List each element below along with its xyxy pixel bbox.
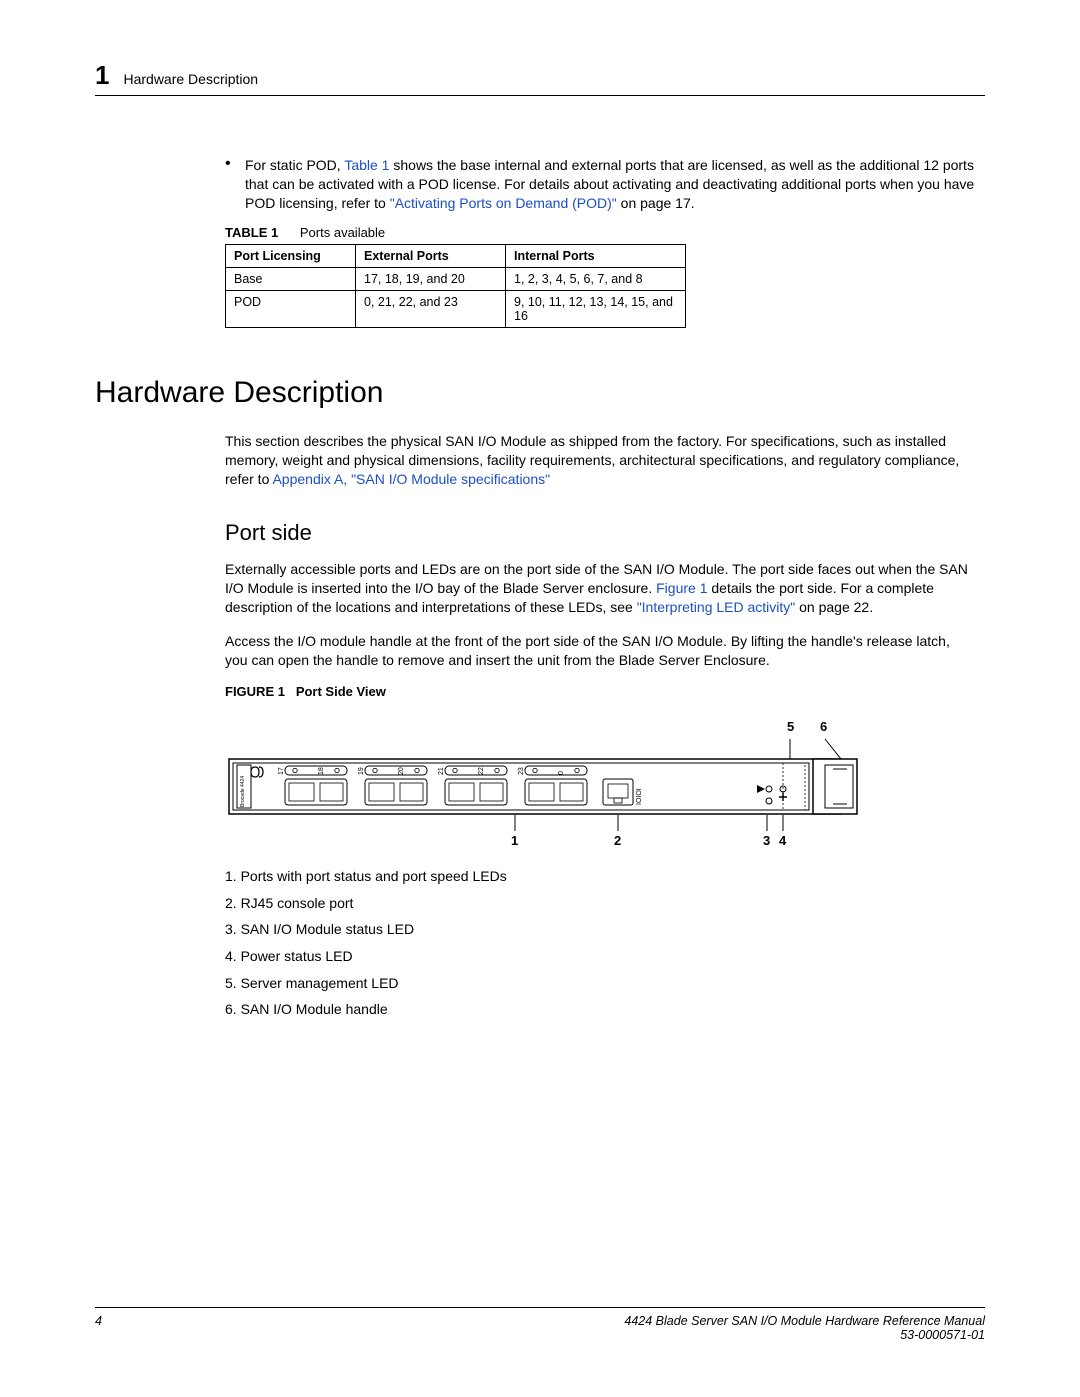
section-intro: This section describes the physical SAN … xyxy=(225,432,975,1023)
portside-p2: Access the I/O module handle at the fron… xyxy=(225,632,975,671)
text: For static POD, xyxy=(245,157,344,173)
svg-text:0: 0 xyxy=(558,771,565,775)
legend-item: 2. RJ45 console port xyxy=(225,890,975,917)
cell: Base xyxy=(226,267,356,290)
caption-label: FIGURE 1 xyxy=(225,684,285,699)
svg-text:IOIOI: IOIOI xyxy=(636,788,643,805)
svg-text:17: 17 xyxy=(278,767,285,775)
legend-item: 5. Server management LED xyxy=(225,970,975,997)
appendix-a-link[interactable]: Appendix A, "SAN I/O Module specificatio… xyxy=(272,471,550,487)
led-activity-link[interactable]: "Interpreting LED activity" xyxy=(637,599,796,615)
svg-text:3: 3 xyxy=(763,833,770,848)
chapter-number: 1 xyxy=(95,60,109,91)
caption-label: TABLE 1 xyxy=(225,225,278,240)
figure1-legend: 1. Ports with port status and port speed… xyxy=(225,863,975,1023)
cell: 17, 18, 19, and 20 xyxy=(356,267,506,290)
cell: POD xyxy=(226,290,356,327)
table-header-row: Port Licensing External Ports Internal P… xyxy=(226,244,686,267)
footer-right: 4424 Blade Server SAN I/O Module Hardwar… xyxy=(624,1314,985,1342)
table-row: POD 0, 21, 22, and 23 9, 10, 11, 12, 13,… xyxy=(226,290,686,327)
svg-text:23: 23 xyxy=(518,767,525,775)
th-external-ports: External Ports xyxy=(356,244,506,267)
chapter-title: Hardware Description xyxy=(123,71,258,87)
figure1-link[interactable]: Figure 1 xyxy=(656,580,707,596)
cell: 0, 21, 22, and 23 xyxy=(356,290,506,327)
section-title: Hardware Description xyxy=(95,376,985,410)
bullet-icon: • xyxy=(225,156,245,213)
svg-text:2: 2 xyxy=(614,833,621,848)
pod-bullet: • For static POD, Table 1 shows the base… xyxy=(225,156,975,213)
text: on page 17. xyxy=(617,195,695,211)
svg-text:18: 18 xyxy=(318,767,325,775)
legend-item: 4. Power status LED xyxy=(225,943,975,970)
svg-text:5: 5 xyxy=(787,719,794,734)
cell: 9, 10, 11, 12, 13, 14, 15, and 16 xyxy=(506,290,686,327)
page-footer: 4 4424 Blade Server SAN I/O Module Hardw… xyxy=(95,1307,985,1342)
svg-text:21: 21 xyxy=(438,767,445,775)
intro-paragraph: This section describes the physical SAN … xyxy=(225,432,975,490)
content-column: • For static POD, Table 1 shows the base… xyxy=(225,156,975,328)
portside-p1: Externally accessible ports and LEDs are… xyxy=(225,560,975,618)
table1-link[interactable]: Table 1 xyxy=(344,157,389,173)
page-number: 4 xyxy=(95,1314,102,1342)
svg-text:6: 6 xyxy=(820,719,827,734)
legend-item: 1. Ports with port status and port speed… xyxy=(225,863,975,890)
figure1-diagram: 56Brocade 4424171819202122230IOIOI1234 xyxy=(225,709,865,849)
legend-item: 6. SAN I/O Module handle xyxy=(225,996,975,1023)
figure1-caption: FIGURE 1 Port Side View xyxy=(225,684,975,699)
legend-item: 3. SAN I/O Module status LED xyxy=(225,916,975,943)
th-internal-ports: Internal Ports xyxy=(506,244,686,267)
th-port-licensing: Port Licensing xyxy=(226,244,356,267)
cell: 1, 2, 3, 4, 5, 6, 7, and 8 xyxy=(506,267,686,290)
svg-text:19: 19 xyxy=(358,767,365,775)
svg-text:4: 4 xyxy=(779,833,787,848)
svg-text:22: 22 xyxy=(478,767,485,775)
svg-text:Brocade 4424: Brocade 4424 xyxy=(240,776,246,807)
bullet-text: For static POD, Table 1 shows the base i… xyxy=(245,156,975,213)
page-body: 1 Hardware Description • For static POD,… xyxy=(95,60,985,1023)
activating-pod-link[interactable]: "Activating Ports on Demand (POD)" xyxy=(390,195,617,211)
table-row: Base 17, 18, 19, and 20 1, 2, 3, 4, 5, 6… xyxy=(226,267,686,290)
footer-title: 4424 Blade Server SAN I/O Module Hardwar… xyxy=(624,1314,985,1328)
caption-text: Port Side View xyxy=(296,684,386,699)
running-header: 1 Hardware Description xyxy=(95,60,985,96)
ports-table: Port Licensing External Ports Internal P… xyxy=(225,244,686,328)
caption-text: Ports available xyxy=(300,225,385,240)
svg-text:1: 1 xyxy=(511,833,518,848)
table1-caption: TABLE 1 Ports available xyxy=(225,225,975,240)
footer-docnum: 53-0000571-01 xyxy=(624,1328,985,1342)
text: on page 22. xyxy=(795,599,873,615)
svg-text:20: 20 xyxy=(398,767,405,775)
port-side-svg: 56Brocade 4424171819202122230IOIOI1234 xyxy=(225,709,865,849)
portside-title: Port side xyxy=(225,520,975,546)
